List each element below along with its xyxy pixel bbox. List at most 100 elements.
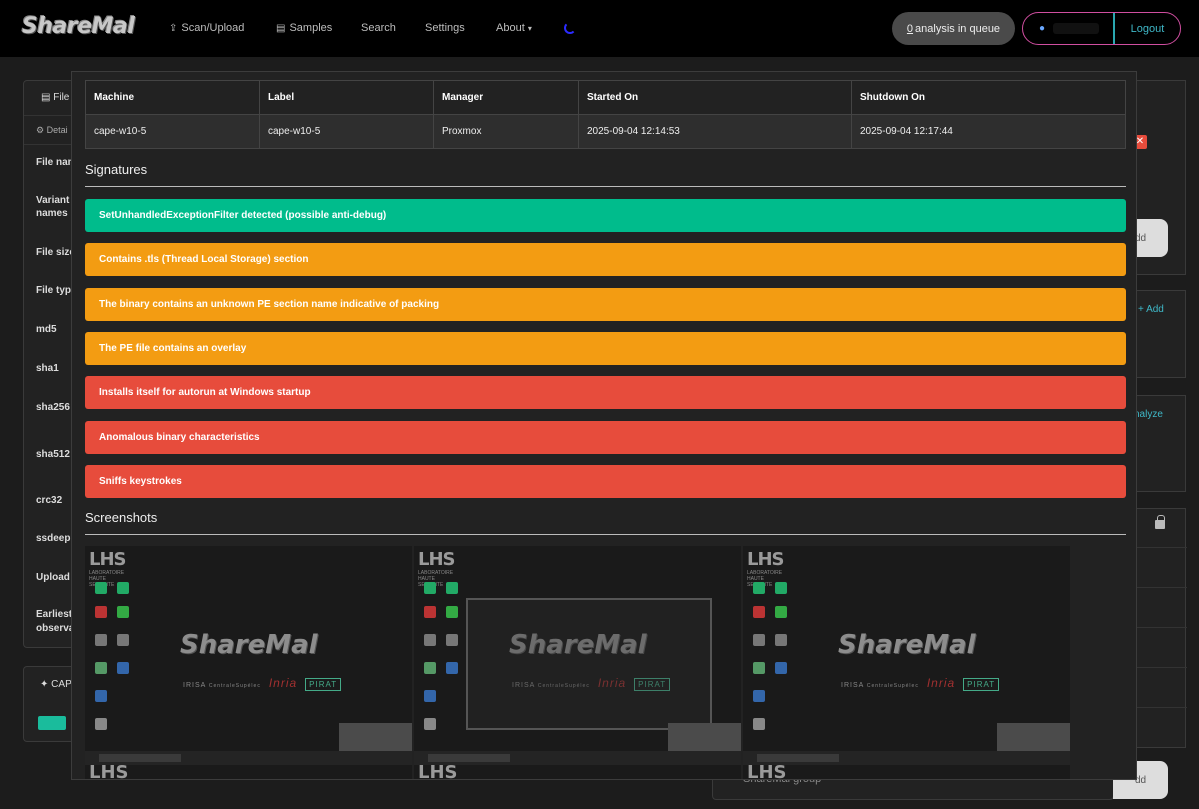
desktop-icon bbox=[424, 718, 436, 730]
navbar: ShareMal ⇪ Scan/Upload ▤ Samples Search Se… bbox=[0, 0, 1199, 57]
taskbar-search bbox=[757, 754, 839, 762]
table-cell: cape-w10-5 bbox=[85, 114, 260, 149]
file-icon: ▤ bbox=[41, 92, 54, 103]
table-cell: 2025-09-04 12:14:53 bbox=[578, 114, 852, 149]
table-header: Started On bbox=[578, 80, 852, 115]
table-cell: 2025-09-04 12:17:44 bbox=[851, 114, 1126, 149]
signature-item[interactable]: The PE file contains an overlay bbox=[85, 331, 1126, 365]
add-link[interactable]: + Add bbox=[1138, 304, 1164, 315]
sharemal-logo: ShareMal bbox=[180, 630, 318, 660]
taskbar bbox=[414, 751, 741, 765]
signature-item[interactable]: Contains .tls (Thread Local Storage) sec… bbox=[85, 243, 1126, 277]
queue-button[interactable]: 0 analysis in queue bbox=[892, 12, 1015, 45]
notification-area bbox=[339, 723, 412, 751]
desktop-icon bbox=[753, 606, 765, 618]
desktop-icon bbox=[753, 662, 765, 674]
signature-item[interactable]: Sniffs keystrokes bbox=[85, 464, 1126, 498]
tab-details[interactable]: ⚙ Detai bbox=[36, 125, 68, 135]
user-button[interactable]: ● bbox=[1023, 13, 1114, 44]
row-label: File nam bbox=[36, 157, 77, 168]
notification-area bbox=[997, 723, 1070, 751]
signature-item[interactable]: The binary contains an unknown PE sectio… bbox=[85, 287, 1126, 321]
desktop-icon bbox=[95, 634, 107, 646]
gear-icon: ⚙ bbox=[36, 125, 47, 135]
machine-table: Machine Label Manager Started On Shutdow… bbox=[85, 80, 1126, 149]
sharemal-logo: ShareMal bbox=[509, 630, 647, 660]
screenshot-thumbnail[interactable]: LHS LABORATOIRE HAUTE SECURITE ShareMal … bbox=[85, 546, 412, 780]
desktop-icon bbox=[117, 662, 129, 674]
desktop-icon bbox=[95, 662, 107, 674]
desktop-icon bbox=[775, 606, 787, 618]
desktop-icon bbox=[775, 662, 787, 674]
screenshot-thumbnail[interactable]: LHS LABORATOIRE HAUTE SECURITE ShareMal … bbox=[414, 546, 741, 780]
desktop-icon bbox=[117, 582, 129, 594]
signature-item[interactable]: Installs itself for autorun at Windows s… bbox=[85, 376, 1126, 410]
desktop-icon bbox=[775, 634, 787, 646]
user-icon: ● bbox=[1039, 23, 1046, 34]
nav-settings[interactable]: Settings bbox=[425, 22, 465, 34]
lock-icon bbox=[1155, 515, 1165, 529]
table-header: Shutdown On bbox=[851, 80, 1126, 115]
sharemal-logo: ShareMal bbox=[838, 630, 976, 660]
desktop-icon bbox=[95, 582, 107, 594]
desktop-icon bbox=[117, 606, 129, 618]
row-label: md5 bbox=[36, 324, 57, 335]
taskbar-search bbox=[428, 754, 510, 762]
upload-icon: ⇪ bbox=[169, 23, 178, 34]
row-label: names bbox=[36, 208, 68, 219]
username-redacted bbox=[1053, 23, 1100, 34]
divider bbox=[85, 186, 1126, 187]
lhs-logo: LHS bbox=[418, 762, 458, 780]
download-tag-icon[interactable] bbox=[38, 716, 66, 730]
lhs-logo: LHS bbox=[89, 762, 129, 780]
tab-file[interactable]: ▤ File bbox=[41, 92, 70, 103]
desktop-icon bbox=[95, 718, 107, 730]
screenshots-title: Screenshots bbox=[85, 510, 158, 525]
desktop-icon bbox=[446, 634, 458, 646]
nav-samples[interactable]: ▤ Samples bbox=[276, 22, 333, 34]
divider bbox=[1121, 627, 1187, 628]
divider bbox=[85, 534, 1126, 535]
partner-logos: IRISA CentraleSupélec Inria PIRAT bbox=[841, 676, 1000, 691]
notification-area bbox=[668, 723, 741, 751]
plus-icon: + bbox=[1138, 304, 1147, 315]
desktop-icon bbox=[753, 718, 765, 730]
lhs-logo: LHS bbox=[418, 549, 455, 570]
divider bbox=[1121, 707, 1187, 708]
row-label: File size bbox=[36, 247, 75, 258]
brand-logo[interactable]: ShareMal bbox=[22, 14, 135, 39]
row-label: Variant bbox=[36, 195, 70, 206]
desktop-icon bbox=[753, 690, 765, 702]
desktop-icon bbox=[424, 690, 436, 702]
taskbar-search bbox=[99, 754, 181, 762]
nav-scan-upload[interactable]: ⇪ Scan/Upload bbox=[169, 22, 245, 34]
logout-button[interactable]: Logout bbox=[1114, 13, 1180, 44]
nav-about[interactable]: About ▾ bbox=[496, 22, 532, 34]
desktop-icon bbox=[424, 662, 436, 674]
row-label: ssdeep bbox=[36, 533, 71, 544]
row-label: Upload bbox=[36, 572, 70, 583]
divider bbox=[24, 115, 82, 116]
row-label: sha512 bbox=[36, 449, 70, 460]
desktop-icon bbox=[775, 582, 787, 594]
divider bbox=[1121, 667, 1187, 668]
desktop-icon bbox=[95, 606, 107, 618]
analyze-link[interactable]: nalyze bbox=[1134, 409, 1163, 420]
taskbar bbox=[743, 751, 1070, 765]
signature-item[interactable]: Anomalous binary characteristics bbox=[85, 420, 1126, 454]
partner-logos: IRISA CentraleSupélec Inria PIRAT bbox=[183, 676, 342, 691]
table-row: cape-w10-5 cape-w10-5 Proxmox 2025-09-04… bbox=[85, 114, 1126, 149]
row-label: File typ bbox=[36, 285, 72, 296]
desktop-icon bbox=[446, 606, 458, 618]
signature-item[interactable]: SetUnhandledExceptionFilter detected (po… bbox=[85, 199, 1126, 232]
desktop-icon bbox=[424, 582, 436, 594]
gear-icon: ✦ bbox=[40, 679, 52, 690]
lhs-logo: LHS bbox=[89, 549, 126, 570]
screenshot-thumbnail[interactable]: LHS LABORATOIRE HAUTE SECURITE ShareMal … bbox=[743, 546, 1070, 779]
analysis-modal: Machine Label Manager Started On Shutdow… bbox=[71, 71, 1137, 780]
row-label: crc32 bbox=[36, 495, 63, 506]
nav-search[interactable]: Search bbox=[361, 22, 396, 34]
divider bbox=[1121, 587, 1187, 588]
loading-spinner-icon bbox=[564, 22, 576, 34]
desktop-icon bbox=[753, 582, 765, 594]
